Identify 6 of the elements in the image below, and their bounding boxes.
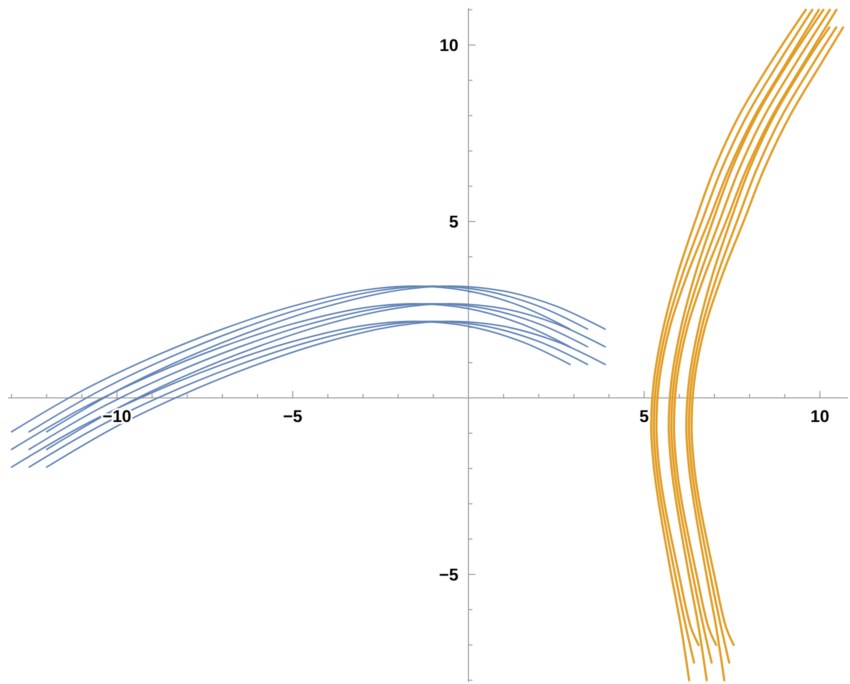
- x-tick-label: 10: [810, 406, 830, 426]
- x-tick-label: −5: [282, 406, 302, 426]
- y-tick-label: 5: [448, 212, 458, 232]
- x-tick-label: 5: [639, 406, 649, 426]
- y-tick-label: −5: [439, 565, 458, 584]
- y-tick-label: 10: [439, 36, 458, 56]
